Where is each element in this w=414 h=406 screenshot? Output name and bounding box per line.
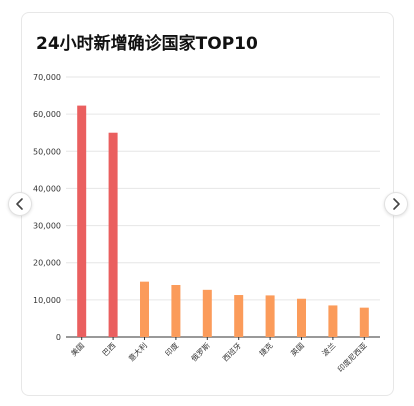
y-tick-label: 50,000	[33, 147, 61, 156]
x-tick-label: 捷克	[257, 340, 275, 358]
bar[interactable]	[108, 132, 118, 337]
y-tick-label: 10,000	[33, 296, 61, 305]
chevron-right-icon	[393, 198, 400, 210]
bar[interactable]	[359, 307, 369, 337]
x-tick-label: 俄罗斯	[189, 340, 212, 363]
bar[interactable]	[77, 105, 87, 337]
bar[interactable]	[328, 305, 338, 337]
x-tick-label: 西班牙	[220, 340, 243, 363]
y-tick-label: 40,000	[33, 184, 61, 193]
x-tick-label: 印度	[163, 340, 181, 358]
x-tick-label: 美国	[68, 340, 86, 358]
next-button[interactable]	[384, 192, 408, 216]
y-tick-label: 60,000	[33, 110, 61, 119]
y-tick-label: 30,000	[33, 222, 61, 231]
bar[interactable]	[297, 298, 306, 337]
x-tick-label: 波兰	[320, 340, 338, 358]
x-tick-label: 巴西	[101, 341, 118, 358]
x-tick-label: 英国	[288, 340, 306, 358]
bar[interactable]	[140, 281, 149, 337]
x-tick-label: 印度尼西亚	[335, 340, 369, 374]
chart-title: 24小时新增确诊国家TOP10	[36, 34, 258, 54]
bar-chart: 0 10,000 20,000 30,000 40,000 50,000 60,000 70,…	[33, 73, 380, 374]
chevron-left-icon	[16, 198, 23, 210]
x-tick-label: 意大利	[126, 340, 149, 363]
bar[interactable]	[171, 285, 181, 337]
bar[interactable]	[234, 295, 244, 337]
bar[interactable]	[265, 295, 275, 337]
y-tick-label: 0	[56, 333, 61, 342]
y-tick-label: 70,000	[33, 73, 61, 82]
y-tick-label: 20,000	[33, 259, 61, 268]
bar[interactable]	[202, 289, 212, 337]
prev-button[interactable]	[8, 192, 32, 216]
